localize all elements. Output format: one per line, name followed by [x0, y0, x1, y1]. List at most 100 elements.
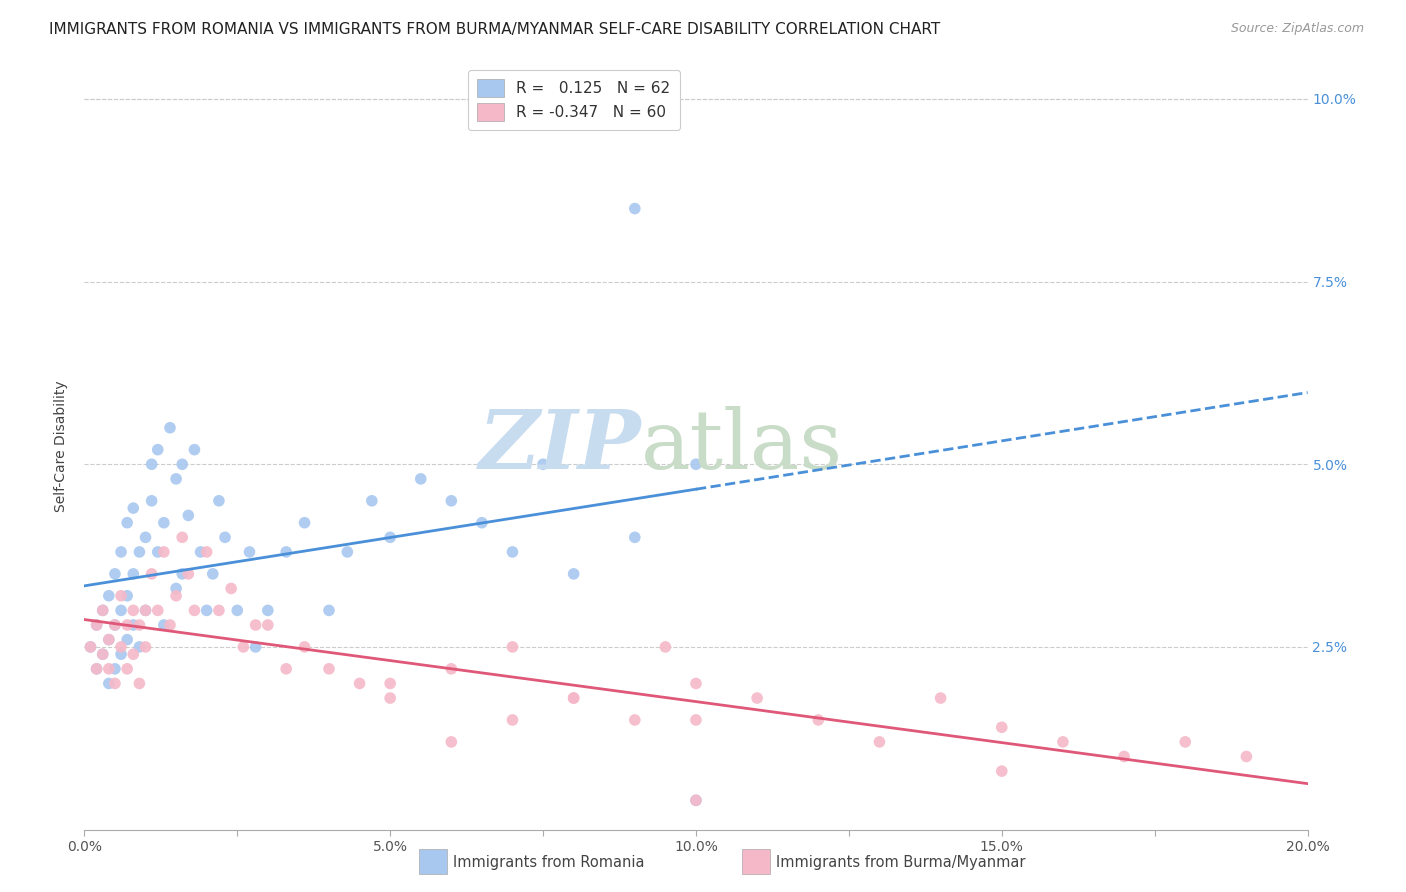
Point	[177, 508, 200, 523]
Point	[471, 516, 494, 530]
Point	[141, 457, 163, 471]
Text: Source: ZipAtlas.com: Source: ZipAtlas.com	[1230, 22, 1364, 36]
Point	[91, 603, 114, 617]
Point	[380, 530, 402, 544]
Point	[115, 516, 138, 530]
Point	[135, 603, 157, 617]
Point	[869, 735, 891, 749]
Point	[146, 442, 169, 457]
Point	[128, 676, 150, 690]
Point	[201, 566, 224, 581]
Point	[226, 603, 249, 617]
Point	[122, 647, 145, 661]
Point	[115, 589, 138, 603]
Point	[380, 676, 402, 690]
Point	[128, 640, 150, 654]
Point	[104, 662, 127, 676]
Point	[115, 618, 138, 632]
Point	[807, 713, 830, 727]
Point	[165, 472, 187, 486]
Point	[991, 764, 1014, 778]
Point	[172, 530, 194, 544]
Point	[1114, 749, 1136, 764]
Point	[276, 662, 298, 676]
Point	[104, 618, 127, 632]
Point	[110, 545, 132, 559]
Point	[104, 566, 127, 581]
Point	[219, 582, 242, 596]
Point	[97, 589, 120, 603]
Point	[172, 457, 194, 471]
Text: ZIP: ZIP	[478, 406, 641, 486]
Point	[747, 691, 769, 706]
Point	[146, 603, 169, 617]
Point	[97, 662, 120, 676]
Point	[685, 676, 707, 690]
Point	[97, 632, 120, 647]
Point	[654, 640, 676, 654]
Point	[624, 202, 647, 216]
Point	[195, 603, 218, 617]
Point	[135, 640, 157, 654]
Text: Immigrants from Burma/Myanmar: Immigrants from Burma/Myanmar	[776, 855, 1025, 870]
Point	[115, 662, 138, 676]
Point	[380, 691, 402, 706]
Point	[318, 662, 340, 676]
Point	[294, 640, 316, 654]
Point	[685, 713, 707, 727]
Point	[86, 662, 108, 676]
Point	[97, 676, 120, 690]
Point	[294, 516, 316, 530]
Point	[318, 603, 340, 617]
Point	[91, 647, 114, 661]
Point	[685, 793, 707, 807]
Point	[502, 640, 524, 654]
Point	[165, 582, 187, 596]
Point	[440, 735, 463, 749]
Point	[409, 472, 432, 486]
Text: IMMIGRANTS FROM ROMANIA VS IMMIGRANTS FROM BURMA/MYANMAR SELF-CARE DISABILITY CO: IMMIGRANTS FROM ROMANIA VS IMMIGRANTS FR…	[49, 22, 941, 37]
Point	[440, 662, 463, 676]
Point	[624, 530, 647, 544]
Point	[91, 603, 114, 617]
Point	[360, 493, 382, 508]
Point	[135, 603, 157, 617]
Point	[141, 566, 163, 581]
Point	[685, 457, 707, 471]
Point	[1236, 749, 1258, 764]
Point	[929, 691, 952, 706]
Text: Immigrants from Romania: Immigrants from Romania	[453, 855, 644, 870]
Point	[183, 442, 205, 457]
Point	[135, 530, 157, 544]
Point	[172, 566, 194, 581]
Point	[153, 618, 176, 632]
Point	[183, 603, 205, 617]
Point	[110, 589, 132, 603]
Point	[336, 545, 359, 559]
Point	[128, 618, 150, 632]
Point	[562, 566, 585, 581]
Point	[531, 457, 554, 471]
Y-axis label: Self-Care Disability: Self-Care Disability	[55, 380, 69, 512]
Point	[91, 647, 114, 661]
Point	[624, 713, 647, 727]
Point	[153, 545, 176, 559]
Point	[214, 530, 236, 544]
Point	[502, 713, 524, 727]
Text: atlas: atlas	[641, 406, 844, 486]
Legend: R =   0.125   N = 62, R = -0.347   N = 60: R = 0.125 N = 62, R = -0.347 N = 60	[468, 70, 679, 130]
Point	[122, 618, 145, 632]
Point	[110, 640, 132, 654]
Point	[177, 566, 200, 581]
Point	[79, 640, 101, 654]
Point	[1174, 735, 1197, 749]
Point	[104, 676, 127, 690]
Point	[685, 793, 707, 807]
Point	[257, 618, 280, 632]
Point	[110, 603, 132, 617]
Point	[208, 493, 231, 508]
Point	[349, 676, 371, 690]
Point	[86, 618, 108, 632]
Point	[232, 640, 254, 654]
Point	[245, 618, 267, 632]
